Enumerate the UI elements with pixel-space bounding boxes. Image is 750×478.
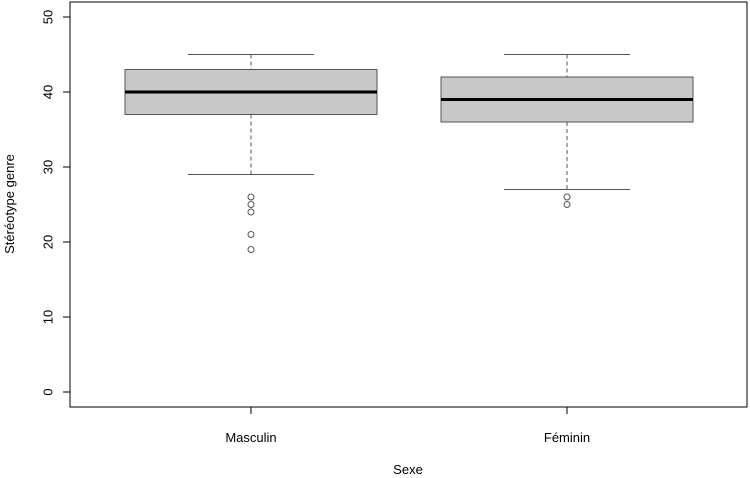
outlier-point	[247, 201, 255, 208]
y-tick-label-50: 50	[41, 10, 56, 24]
y-tick-label-10: 10	[41, 310, 56, 324]
box-1	[440, 54, 694, 208]
box-0	[124, 54, 378, 253]
y-tick-label-30: 30	[41, 160, 56, 174]
x-tick-label-1: Féminin	[544, 430, 590, 445]
outlier-point	[247, 208, 255, 216]
y-axis: 0 10 20 30 40 50	[41, 10, 70, 396]
y-axis-label: Stéréotype genre	[2, 154, 17, 254]
outlier-point	[563, 201, 571, 208]
outlier-point	[247, 246, 255, 253]
x-tick-label-0: Masculin	[225, 430, 276, 445]
x-axis: Masculin Féminin	[225, 407, 590, 445]
plot-frame	[69, 1, 748, 408]
y-tick-label-40: 40	[41, 85, 56, 99]
x-axis-label: Sexe	[393, 462, 423, 477]
outlier-point	[247, 231, 255, 238]
outlier-point	[247, 193, 255, 201]
outlier-point	[563, 193, 571, 201]
boxes	[124, 54, 694, 253]
y-tick-label-0: 0	[41, 388, 56, 395]
y-tick-label-20: 20	[41, 235, 56, 249]
